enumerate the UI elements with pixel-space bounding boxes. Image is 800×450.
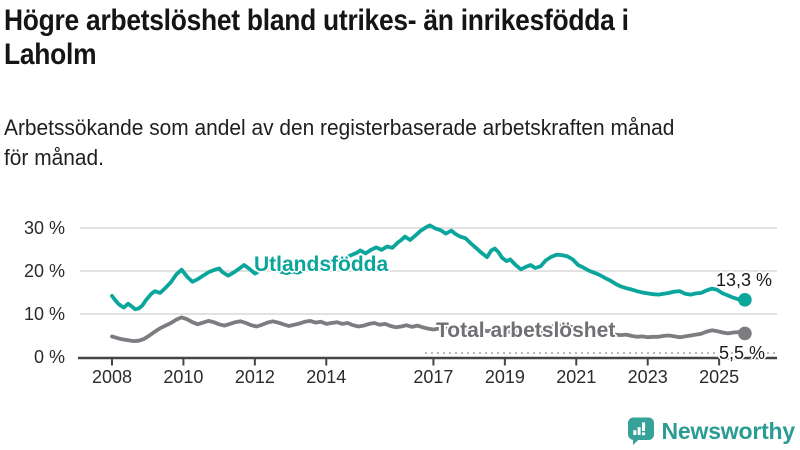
x-axis-label-2021: 2021 [556, 367, 597, 387]
x-axis-label-2025: 2025 [699, 367, 740, 387]
x-axis-label-2017: 2017 [413, 367, 454, 387]
x-axis-label-2023: 2023 [627, 367, 668, 387]
newsworthy-wordmark: Newsworthy [661, 417, 796, 444]
series-line-utlandsfodda [110, 223, 747, 312]
y-axis-label-0: 0 % [33, 347, 65, 367]
page-title-line-2: Laholm [4, 38, 97, 71]
chart-subtitle: Arbetssökande som andel av den registerb… [4, 113, 783, 173]
chart-subtitle-line-1: Arbetssökande som andel av den registerb… [4, 115, 675, 140]
series-end-dot-utlandsfodda [738, 293, 752, 307]
bar-1 [632, 430, 636, 435]
series-label-total-arbetsloshet: Total arbetslöshet [436, 319, 616, 342]
exclamation-bar [641, 422, 645, 431]
exclamation-dot [641, 432, 645, 436]
series-label-utlandsfodda: Utlandsfödda [254, 253, 389, 276]
speech-bubble-shape [627, 417, 654, 445]
bar-2 [637, 427, 641, 435]
x-axis-label-2010: 2010 [163, 367, 204, 387]
x-axis-label-2012: 2012 [234, 367, 275, 387]
value-label-total-arbetsloshet: 5,5 % [719, 343, 766, 363]
series-end-dot-total-arbetsloshet [738, 326, 752, 341]
chart-subtitle-line-2: för månad. [4, 145, 104, 170]
page-title: Högre arbetslöshet bland utrikes- än inr… [4, 4, 761, 72]
y-axis-label-30: 30 % [23, 218, 65, 238]
newsworthy-logo: Newsworthy [627, 417, 795, 445]
newsworthy-logo-icon [627, 417, 654, 445]
value-label-utlandsfodda: 13,3 % [716, 270, 773, 290]
page-title-line-1: Högre arbetslöshet bland utrikes- än inr… [4, 4, 629, 37]
y-axis-label-10: 10 % [23, 304, 65, 324]
y-axis-label-20: 20 % [23, 261, 65, 281]
x-axis-label-2014: 2014 [306, 367, 347, 387]
x-axis-label-2019: 2019 [484, 367, 525, 387]
x-axis-label-2008: 2008 [91, 367, 133, 387]
series-line-total-arbetsloshet [110, 315, 747, 344]
